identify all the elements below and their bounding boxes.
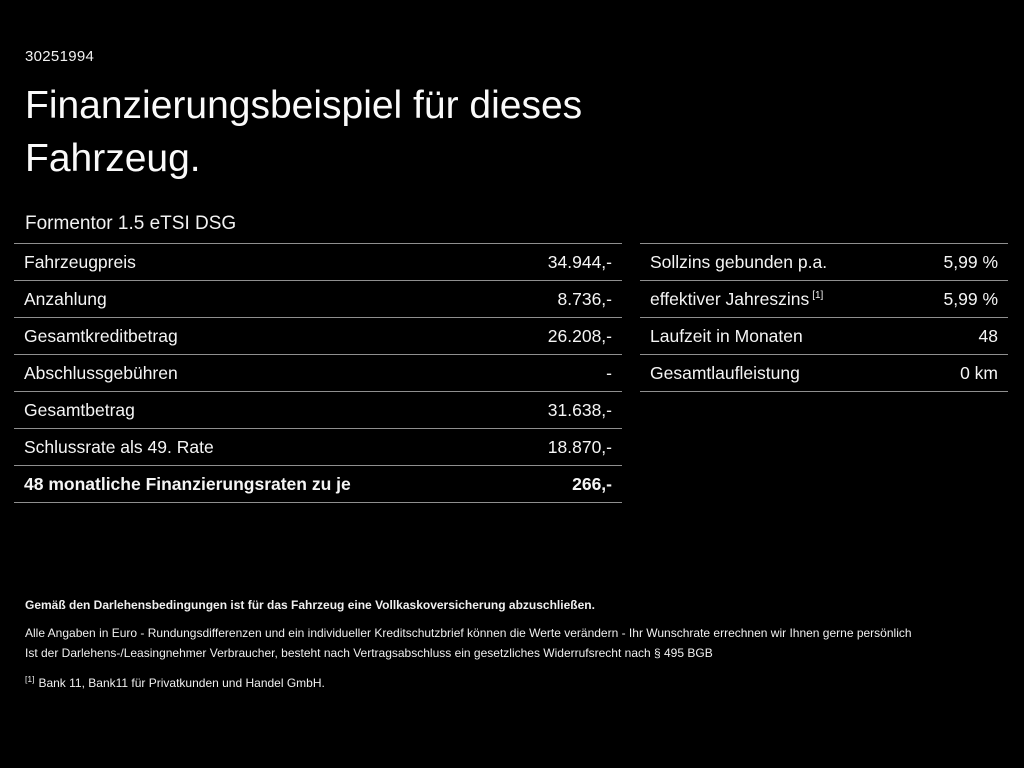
table-row-final-rate: Schlussrate als 49. Rate 18.870,- (14, 428, 622, 465)
footnote-text: Bank 11, Bank11 für Privatkunden und Han… (38, 675, 325, 690)
table-row-monthly-rate: 48 monatliche Finanzierungsraten zu je 2… (14, 465, 622, 503)
insurance-note: Gemäß den Darlehensbedingungen ist für d… (25, 598, 595, 612)
row-label: effektiver Jahreszins [1] (650, 288, 824, 309)
table-row-interest-rate: Sollzins gebunden p.a. 5,99 % (640, 243, 1008, 280)
row-label: Fahrzeugpreis (24, 251, 136, 272)
row-value: 5,99 % (943, 251, 998, 272)
row-label: 48 monatliche Finanzierungsraten zu je (24, 473, 351, 494)
disclaimer-line-2: Ist der Darlehens-/Leasingnehmer Verbrau… (25, 645, 713, 660)
row-label: Schlussrate als 49. Rate (24, 436, 214, 457)
row-label: Sollzins gebunden p.a. (650, 251, 828, 272)
footnote-ref: [1] (812, 289, 824, 301)
disclaimer-line-1: Alle Angaben in Euro - Rundungsdifferenz… (25, 626, 912, 640)
row-value: 48 (978, 325, 998, 346)
table-row-down-payment: Anzahlung 8.736,- (14, 280, 622, 317)
row-value: 18.870,- (547, 436, 612, 457)
row-label: Anzahlung (24, 288, 107, 309)
table-row-total-credit: Gesamtkreditbetrag 26.208,- (14, 317, 622, 354)
row-label: Laufzeit in Monaten (650, 325, 803, 346)
row-value: - (606, 362, 612, 383)
page-title: Finanzierungsbeispiel für dieses Fahrzeu… (25, 84, 583, 180)
financing-tables: Fahrzeugpreis 34.944,- Anzahlung 8.736,-… (14, 243, 1008, 503)
row-value: 26.208,- (547, 325, 612, 346)
bank-footnote: [1] Bank 11, Bank11 für Privatkunden und … (25, 674, 1004, 690)
row-label: Gesamtkreditbetrag (24, 325, 178, 346)
financing-cost-table: Fahrzeugpreis 34.944,- Anzahlung 8.736,-… (14, 243, 622, 503)
vehicle-model: Formentor 1.5 eTSI DSG (25, 213, 237, 234)
row-value: 5,99 % (943, 288, 998, 309)
row-value: 8.736,- (557, 288, 612, 309)
row-value: 31.638,- (547, 399, 612, 420)
table-row-effective-rate: effektiver Jahreszins [1] 5,99 % (640, 280, 1008, 317)
row-value: 266,- (572, 473, 612, 494)
row-label: Gesamtlaufleistung (650, 362, 800, 383)
legal-footer: Gemäß den Darlehensbedingungen ist für d… (25, 598, 1004, 690)
table-row-total-mileage: Gesamtlaufleistung 0 km (640, 354, 1008, 392)
financing-conditions-table: Sollzins gebunden p.a. 5,99 % effektiver… (640, 243, 1008, 392)
table-row-vehicle-price: Fahrzeugpreis 34.944,- (14, 243, 622, 280)
footnote-marker: [1] (25, 673, 35, 684)
row-label: Gesamtbetrag (24, 399, 135, 420)
document-id: 30251994 (25, 48, 95, 65)
row-value: 34.944,- (547, 251, 612, 272)
table-row-total-amount: Gesamtbetrag 31.638,- (14, 391, 622, 428)
row-label: Abschlussgebühren (24, 362, 178, 383)
table-row-term-months: Laufzeit in Monaten 48 (640, 317, 1008, 354)
row-value: 0 km (960, 362, 998, 383)
table-row-closing-fees: Abschlussgebühren - (14, 354, 622, 391)
